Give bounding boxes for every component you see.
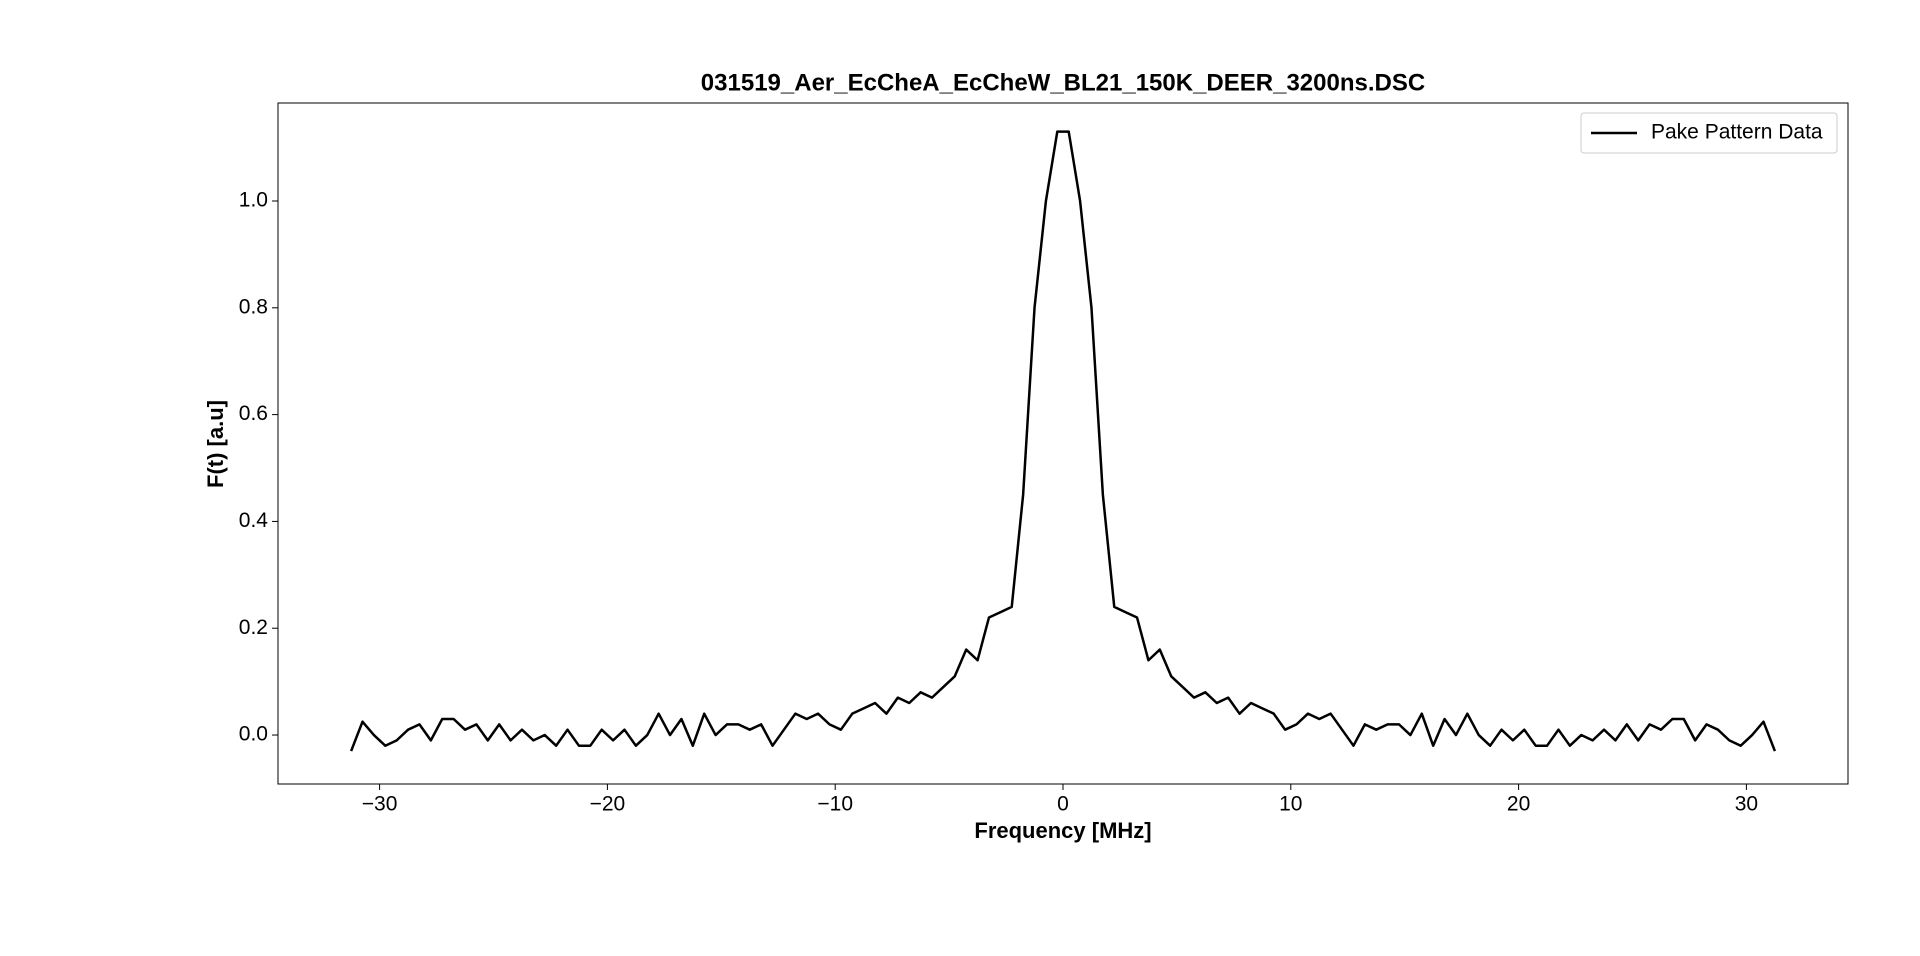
data-line bbox=[349, 130, 1777, 752]
y-tick-label: 0.2 bbox=[239, 616, 268, 639]
legend-box bbox=[1580, 112, 1838, 154]
x-tick-label: −20 bbox=[590, 793, 626, 816]
y-tick-label: 0.6 bbox=[239, 402, 268, 425]
x-tick-label: 30 bbox=[1735, 793, 1758, 816]
y-tick-label: 0.0 bbox=[239, 723, 268, 746]
y-axis-label: F(t) [a.u] bbox=[203, 400, 228, 488]
x-tick-label: 20 bbox=[1507, 793, 1530, 816]
y-tick-label: 0.8 bbox=[239, 295, 268, 318]
y-tick-label: 0.4 bbox=[239, 509, 269, 532]
y-tick-label: 1.0 bbox=[239, 189, 268, 212]
x-tick-label: 10 bbox=[1279, 793, 1302, 816]
x-tick-label: −30 bbox=[362, 793, 398, 816]
x-tick-label: −10 bbox=[817, 793, 853, 816]
chart-title: 031519_Aer_EcCheA_EcCheW_BL21_150K_DEER_… bbox=[701, 69, 1425, 96]
x-axis-label: Frequency [MHz] bbox=[974, 818, 1151, 843]
legend-label: Pake Pattern Data bbox=[1651, 121, 1823, 144]
x-tick-label: 0 bbox=[1057, 793, 1069, 816]
plot-frame bbox=[277, 102, 1849, 785]
